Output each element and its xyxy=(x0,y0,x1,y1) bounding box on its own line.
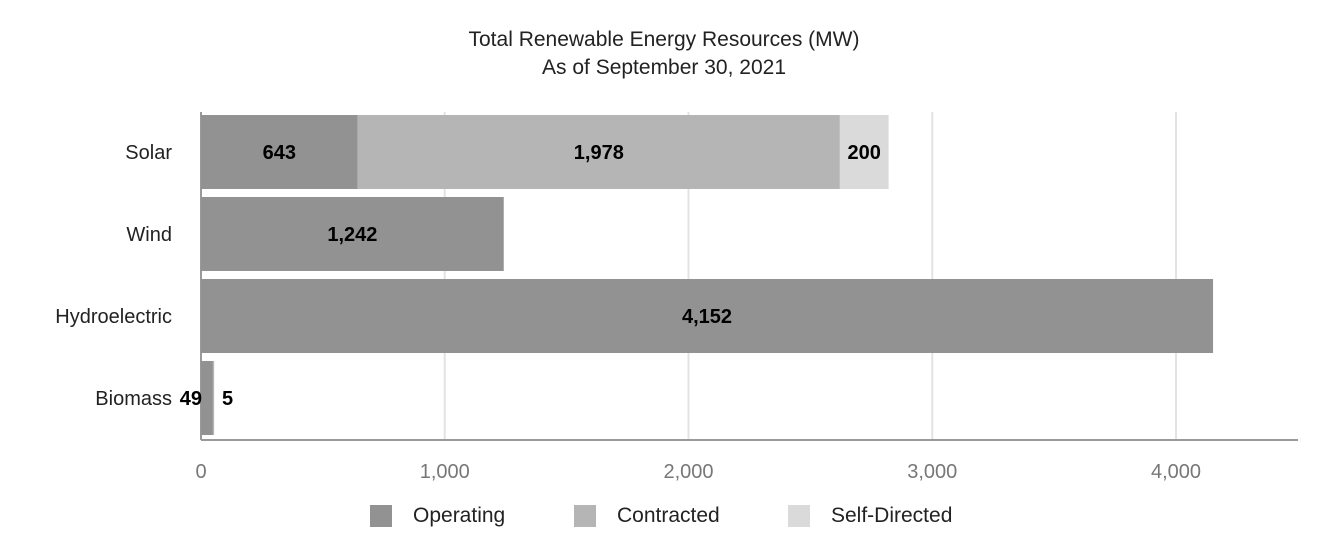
bar-biomass-operating xyxy=(201,361,213,435)
x-tick-label: 0 xyxy=(195,461,206,483)
chart-title: Total Renewable Energy Resources (MW) xyxy=(468,28,860,51)
chart-subtitle: As of September 30, 2021 xyxy=(542,56,786,79)
x-tick-label: 1,000 xyxy=(420,461,470,483)
legend-label-self-directed: Self-Directed xyxy=(831,504,953,527)
category-label-biomass: Biomass xyxy=(95,388,172,410)
bar-hydroelectric-operating xyxy=(201,279,1214,353)
legend-item-operating[interactable]: Operating xyxy=(370,504,505,528)
legend-label-contracted: Contracted xyxy=(617,504,720,527)
data-label-solar-0: 643 xyxy=(263,142,296,164)
category-label-hydroelectric: Hydroelectric xyxy=(55,306,172,328)
legend-swatch-contracted xyxy=(574,505,596,527)
legend-item-self-directed[interactable]: Self-Directed xyxy=(788,504,952,528)
bar-solar-self-directed xyxy=(839,115,889,189)
x-tick-label: 3,000 xyxy=(907,461,957,483)
legend-swatch-operating xyxy=(370,505,392,527)
bar-solar-contracted xyxy=(357,115,840,189)
data-label-biomass-operating: 49 xyxy=(180,388,202,410)
category-label-solar: Solar xyxy=(125,142,172,164)
bar-wind-operating xyxy=(201,197,504,271)
x-tick-label: 2,000 xyxy=(663,461,713,483)
legend-label-operating: Operating xyxy=(413,504,506,527)
data-label-solar-2: 200 xyxy=(848,142,881,164)
bar-biomass-contracted xyxy=(212,361,215,435)
legend-swatch-self-directed xyxy=(788,505,810,527)
legend-item-contracted[interactable]: Contracted xyxy=(574,504,720,528)
data-label-biomass-contracted: 5 xyxy=(222,388,233,410)
bar-chart: 0 1,000 2,000 3,000 4,000 Solar 643 1,978 200 Win… xyxy=(55,112,1298,483)
data-label-solar-1: 1,978 xyxy=(574,142,624,164)
category-label-wind: Wind xyxy=(126,224,172,246)
data-label-hydroelectric-0: 4,152 xyxy=(682,306,732,328)
bar-solar-operating xyxy=(201,115,358,189)
chart-legend: Operating Contracted Self-Directed xyxy=(0,504,1328,532)
data-label-wind-0: 1,242 xyxy=(327,224,377,246)
x-tick-label: 4,000 xyxy=(1151,461,1201,483)
